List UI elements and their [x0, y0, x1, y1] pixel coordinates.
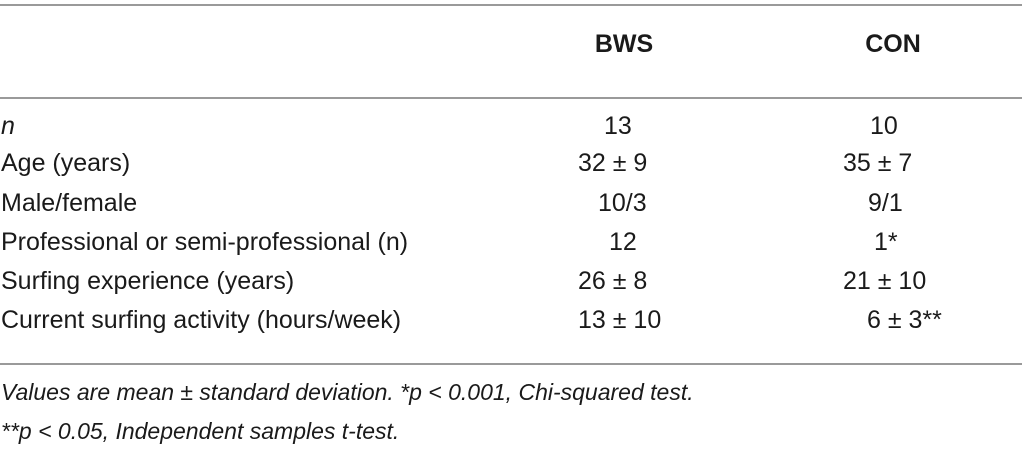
- bws-value: 10/3: [598, 189, 647, 217]
- table-row: n 13 10: [0, 112, 1022, 152]
- table-row: Surfing experience (years) 26 ± 8 21 ± 1…: [0, 267, 1022, 307]
- row-label: Age (years): [1, 149, 131, 177]
- row-label: Male/female: [1, 189, 138, 217]
- header-rule: [0, 97, 1022, 99]
- footnote: **p < 0.05, Independent samples t-test.: [1, 418, 400, 444]
- table-row: Male/female 10/3 9/1: [0, 189, 1022, 229]
- con-value: 1*: [874, 228, 898, 256]
- table-row: Professional or semi-professional (n) 12…: [0, 228, 1022, 268]
- table-bottom-rule: [0, 363, 1022, 365]
- con-value: 35 ± 7: [843, 149, 913, 177]
- table-row: Age (years) 32 ± 9 35 ± 7: [0, 149, 1022, 189]
- row-label: Professional or semi-professional (n): [1, 228, 409, 256]
- column-header-bws: BWS: [594, 30, 654, 58]
- row-label: Current surfing activity (hours/week): [1, 306, 402, 334]
- bws-value: 13: [604, 112, 632, 140]
- bws-value: 32 ± 9: [578, 149, 648, 177]
- row-label: n: [1, 112, 15, 140]
- con-value: 9/1: [868, 189, 903, 217]
- con-value: 6 ± 3**: [867, 306, 942, 334]
- bws-value: 12: [609, 228, 637, 256]
- con-value: 10: [870, 112, 898, 140]
- con-value: 21 ± 10: [843, 267, 927, 295]
- bws-value: 13 ± 10: [578, 306, 662, 334]
- bws-value: 26 ± 8: [578, 267, 648, 295]
- footnote: Values are mean ± standard deviation. *p…: [1, 379, 694, 405]
- table-row: Current surfing activity (hours/week) 13…: [0, 306, 1022, 346]
- row-label: Surfing experience (years): [1, 267, 295, 295]
- table-top-rule: [0, 4, 1022, 6]
- column-header-con: CON: [865, 30, 921, 58]
